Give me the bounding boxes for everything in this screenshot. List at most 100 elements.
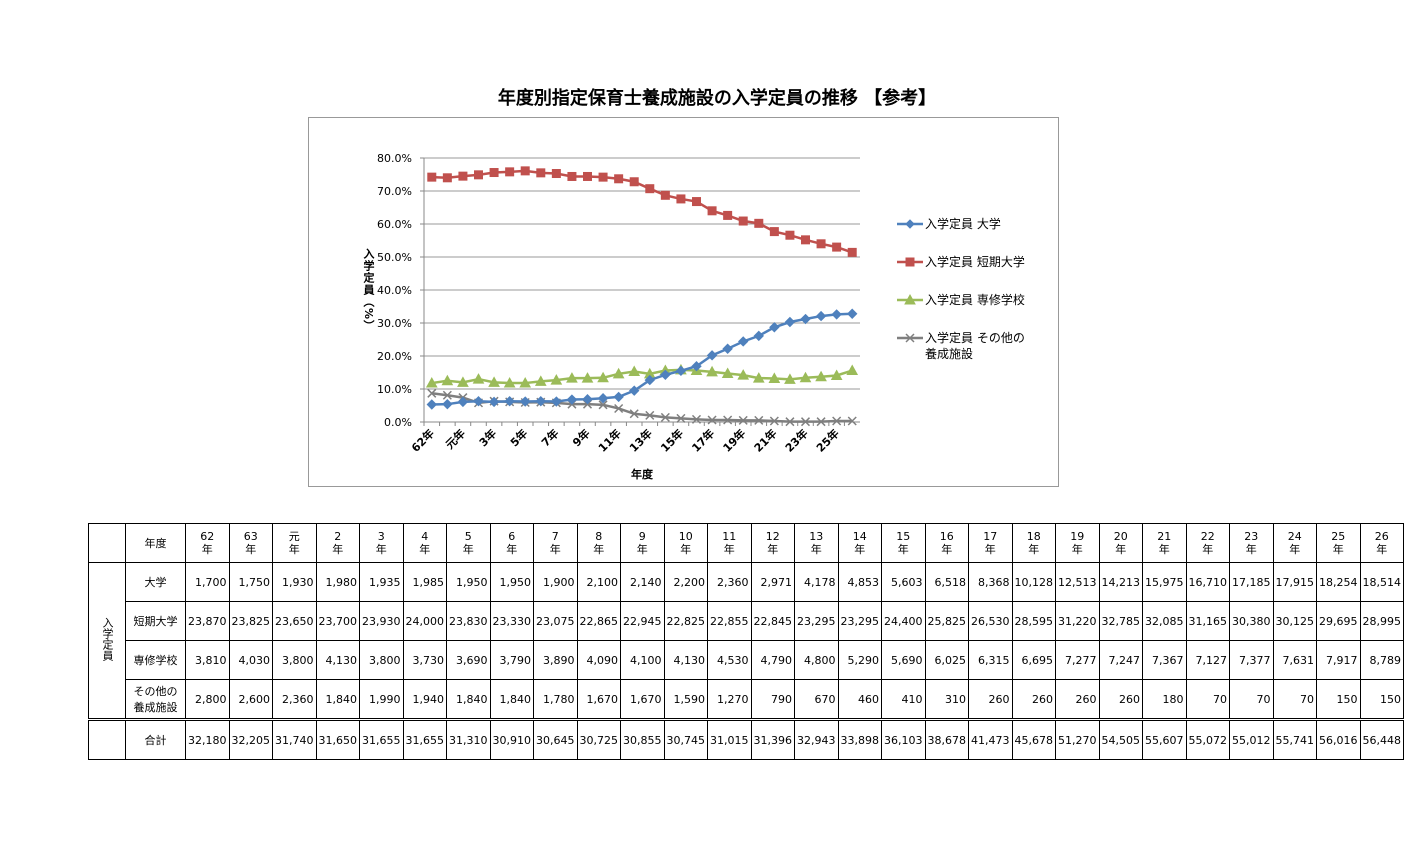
- column-header: 13年: [809, 530, 824, 556]
- table-cell: 30,125: [1272, 601, 1317, 641]
- table-cell: 1,950: [446, 562, 491, 602]
- column-cell: 19年: [1055, 523, 1100, 563]
- table-cell: 55,607: [1142, 718, 1187, 760]
- table-cell: 2,971: [750, 562, 795, 602]
- marker: [847, 416, 857, 426]
- marker: [488, 376, 500, 387]
- table-cell: 23,295: [837, 601, 882, 641]
- table-cell: 12,513: [1055, 562, 1100, 602]
- marker: [536, 168, 546, 178]
- data-row: 専修学校 3,810 4,030 3,800 4,130 3,800 3,730 3,690 3…: [89, 640, 1404, 680]
- marker: [427, 172, 437, 182]
- marker: [754, 218, 764, 228]
- column-header: 11年: [722, 530, 737, 556]
- column-cell: 20年: [1098, 523, 1143, 563]
- marker: [816, 417, 826, 427]
- marker: [645, 184, 655, 194]
- marker: [519, 377, 532, 388]
- data-row: その他の養成施設 2,800 2,600 2,360 1,840 1,990 1,940 1,…: [89, 679, 1404, 720]
- marker: [768, 372, 781, 383]
- x-tick-label: 19年: [720, 426, 749, 455]
- series: [427, 388, 857, 427]
- marker: [582, 394, 593, 405]
- table-cell: 51,270: [1055, 718, 1100, 760]
- column-cell: 21年: [1142, 523, 1187, 563]
- legend-item: 入学定員 大学: [895, 216, 1031, 254]
- table-cell: 2,140: [620, 562, 665, 602]
- x-tick-label: 3年: [476, 426, 499, 449]
- row-label-cell: 大学: [125, 562, 186, 602]
- column-header: 7年: [549, 530, 561, 556]
- x-tick-label: 9年: [570, 426, 593, 449]
- table-cell: 1,990: [359, 679, 404, 720]
- marker: [457, 376, 469, 387]
- y-tick-label: 50.0%: [377, 251, 412, 264]
- column-header: 5年: [462, 530, 474, 556]
- table-cell: 2,600: [228, 679, 273, 720]
- table-cell: 1,930: [272, 562, 317, 602]
- table-cell: 1,840: [446, 679, 491, 720]
- marker: [691, 414, 702, 424]
- table-cell: 30,910: [489, 718, 534, 760]
- table-cell: 260: [1011, 679, 1056, 720]
- table-cell: 5,690: [881, 640, 926, 680]
- column-cell: 11年: [707, 523, 752, 563]
- marker: [644, 374, 655, 386]
- marker: [488, 396, 500, 408]
- table-cell: 38,678: [924, 718, 969, 760]
- table-cell: 18,514: [1359, 562, 1404, 602]
- marker: [472, 373, 485, 384]
- series-line: [431, 169, 853, 254]
- table-cell: 8,368: [968, 562, 1013, 602]
- table-cell: 3,890: [533, 640, 578, 680]
- table-cell: 4,090: [576, 640, 621, 680]
- table-cell: 670: [794, 679, 839, 720]
- column-cell: 5年: [446, 523, 491, 563]
- marker: [660, 190, 670, 200]
- marker: [754, 415, 764, 425]
- data-row: 短期大学 23,870 23,825 23,650 23,700 23,930 24,000…: [89, 601, 1404, 641]
- marker: [551, 396, 562, 407]
- column-header: 22年: [1200, 530, 1215, 556]
- table-cell: 32,205: [228, 718, 273, 760]
- header-row: 年度 62年 63年 元年 2年 3年 4年 5年 6年 7年 8年 9年 10年 11年 12年 13年 14…: [88, 523, 1404, 563]
- column-header: 3年: [375, 530, 387, 556]
- table-cell: 1,840: [489, 679, 534, 720]
- marker: [426, 399, 437, 410]
- legend-marker: [905, 333, 915, 343]
- table-cell: 1,750: [228, 562, 273, 602]
- table-cell: 29,695: [1316, 601, 1361, 641]
- marker: [503, 377, 516, 388]
- column-cell: 26年: [1359, 523, 1404, 563]
- marker: [847, 308, 858, 319]
- x-tick-label: 15年: [658, 426, 687, 455]
- column-cell: 25年: [1316, 523, 1361, 563]
- marker: [722, 343, 733, 354]
- table-cell: 22,945: [620, 601, 665, 641]
- marker: [597, 371, 609, 383]
- table-cell: 23,650: [272, 601, 317, 641]
- column-header: 12年: [765, 530, 780, 556]
- marker: [645, 410, 655, 420]
- table-cell: 7,377: [1229, 640, 1274, 680]
- marker: [738, 336, 749, 347]
- marker: [612, 367, 625, 379]
- table-cell: 23,930: [359, 601, 404, 641]
- table-cell: 6,315: [968, 640, 1013, 680]
- series: [425, 363, 859, 388]
- marker: [769, 227, 779, 237]
- y-tick-label: 70.0%: [377, 185, 412, 198]
- x-axis-label: 年度: [631, 467, 654, 481]
- table-cell: 2,360: [272, 679, 317, 720]
- column-header: 23年: [1244, 530, 1259, 556]
- marker: [614, 174, 624, 184]
- table-cell: 6,518: [924, 562, 969, 602]
- table-cell: 150: [1316, 679, 1361, 720]
- marker: [660, 369, 671, 381]
- marker: [442, 173, 452, 183]
- table-cell: 22,855: [707, 601, 752, 641]
- marker: [567, 171, 577, 181]
- column-cell: 18年: [1011, 523, 1056, 563]
- x-tick-label: 11年: [595, 426, 624, 455]
- y-tick-label: 60.0%: [377, 218, 412, 231]
